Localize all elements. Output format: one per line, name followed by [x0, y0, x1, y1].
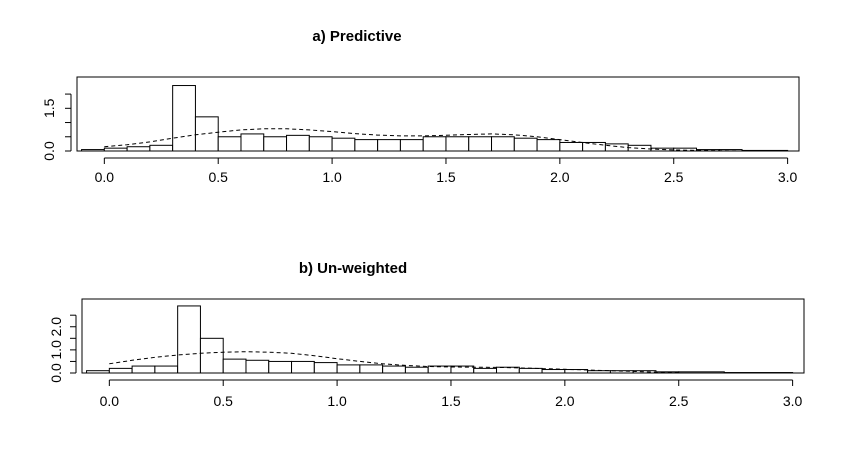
histogram-bar [718, 149, 743, 152]
y-tick-label: 1.5 [41, 98, 57, 118]
histogram-bar [268, 360, 293, 374]
density-curve [104, 128, 743, 152]
histogram-bar [359, 364, 384, 374]
histogram-bar [468, 136, 493, 152]
x-tick-label: 0.0 [95, 169, 115, 185]
y-tick-label: 0.0 [41, 141, 57, 161]
histogram-bar [86, 370, 110, 374]
histogram-bar [177, 305, 201, 374]
histogram-bar [331, 137, 356, 152]
x-tick-label: 0.5 [208, 169, 228, 185]
histogram-bar [240, 133, 265, 152]
histogram-bar [286, 134, 310, 152]
y-tick-label: 0.0 [48, 363, 64, 383]
histogram-bar [149, 144, 174, 152]
histogram-bar [245, 359, 270, 374]
x-tick-label: 0.5 [213, 393, 233, 409]
histogram-bar [172, 85, 196, 152]
histogram-bar [103, 147, 128, 152]
y-tick-label: 2.0 [48, 317, 64, 337]
histogram-bar [336, 364, 361, 374]
x-tick-label: 3.0 [778, 169, 798, 185]
x-tick-label: 2.5 [669, 393, 689, 409]
histogram-bar [541, 369, 566, 374]
histogram-bar [627, 144, 652, 152]
histogram-bar [518, 367, 543, 374]
x-tick-label: 1.5 [441, 393, 461, 409]
histogram-bar [126, 146, 151, 152]
histogram-bar [263, 136, 288, 152]
x-tick-label: 3.0 [783, 393, 803, 409]
histogram-bar [313, 362, 338, 374]
histogram-bar [513, 137, 538, 152]
histogram-bar [108, 367, 133, 374]
panel-a-predictive: a) Predictive 0.0 1.5 0.0 0.5 1.0 1.5 2.0 2.5 3… [41, 28, 800, 185]
histogram-bar [222, 358, 247, 374]
x-tick-label: 1.5 [436, 169, 456, 185]
histogram-bar [678, 371, 725, 374]
histogram-bar [199, 337, 224, 374]
x-tick-label: 2.5 [664, 169, 684, 185]
x-tick-label: 1.0 [322, 169, 342, 185]
histogram-bar [382, 365, 406, 374]
histogram-bar [131, 365, 156, 374]
histogram-bar [404, 366, 429, 374]
histogram-bar [536, 139, 561, 152]
histogram-bar [217, 136, 242, 152]
histogram-bar [445, 136, 470, 152]
histogram-bar [422, 136, 447, 152]
histogram-bar [559, 141, 584, 152]
histogram-bar [81, 149, 105, 152]
histogram-bar [194, 116, 219, 152]
histogram-bar [473, 367, 498, 374]
x-tick-label: 0.0 [100, 393, 120, 409]
y-tick-label: 1.0 [48, 340, 64, 360]
x-tick-label: 1.0 [327, 393, 347, 409]
panel-a-title: a) Predictive [312, 28, 401, 45]
panel-b-unweighted: b) Un-weighted 0.0 1.0 2.0 0.0 0.5 1.0 1.5 2.0… [48, 260, 805, 409]
histogram-bar [604, 143, 629, 152]
x-tick-label: 2.0 [555, 393, 575, 409]
histogram-bar [377, 139, 401, 152]
histogram-bar [291, 360, 315, 374]
histogram-bar [741, 149, 789, 152]
panel-b-title: b) Un-weighted [299, 260, 407, 277]
histogram-bar [354, 139, 379, 152]
histogram-bar [154, 365, 179, 374]
x-tick-label: 2.0 [550, 169, 570, 185]
histogram-bar [308, 136, 333, 152]
histogram-bar [399, 139, 424, 152]
histogram-bar [491, 136, 515, 152]
